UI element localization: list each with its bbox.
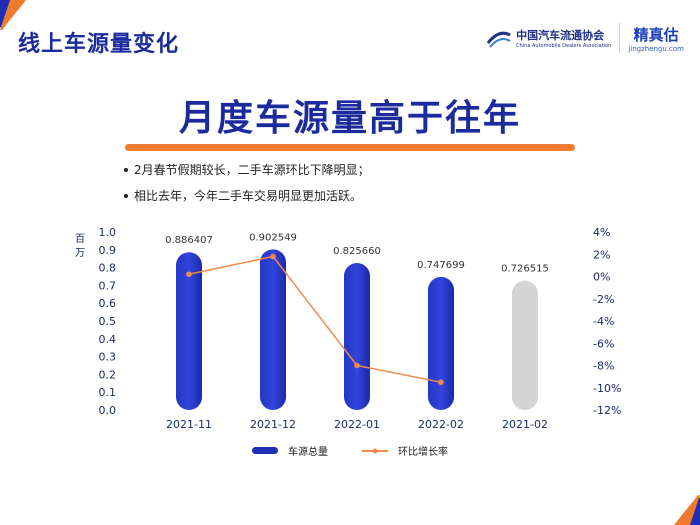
bullet-list: 2月春节假期较长，二手车源环比下降明显； 相比去年，今年二手车交易明显更加活跃。 (124, 161, 370, 213)
title-underline (125, 144, 575, 151)
x-axis-tick: 2022-01 (334, 418, 380, 431)
jzg-logo-url: jingzhengu.com (628, 44, 684, 53)
bullet-dot-icon (124, 167, 128, 172)
bar (176, 252, 202, 410)
jzg-logo: 精真估 jingzhengu.com (628, 24, 684, 53)
bar (260, 249, 286, 410)
left-axis-tick: 0.3 (99, 351, 117, 364)
left-axis-tick: 0.7 (99, 279, 117, 292)
x-axis-tick: 2021-12 (250, 418, 296, 431)
section-title: 线上车源量变化 (18, 32, 180, 57)
cada-logo-name: 中国汽车流通协会 (516, 29, 605, 42)
growth-rate-point (354, 362, 360, 369)
left-axis-tick: 0.6 (99, 297, 117, 310)
bar-value-label: 0.747699 (417, 260, 465, 271)
left-axis-tick: 0.9 (99, 244, 117, 257)
logo-group: 中国汽车流通协会 China Automobile Dealers Associ… (486, 18, 684, 58)
left-axis-tick: 0.5 (99, 315, 117, 328)
cada-emblem-icon (486, 31, 511, 48)
right-axis-tick: -12% (593, 404, 621, 417)
bar-value-label: 0.825660 (333, 246, 381, 257)
right-axis-tick: 0% (593, 271, 610, 284)
right-axis-tick: 2% (593, 248, 610, 261)
x-axis-tick: 2021-11 (166, 418, 212, 431)
bar (512, 280, 538, 410)
jzg-logo-name: 精真估 (633, 25, 679, 44)
chart-legend: 车源总量 环比增长率 (0, 443, 700, 458)
legend-line-swatch (362, 448, 388, 453)
left-axis-tick: 1.0 (99, 226, 117, 239)
right-axis-tick: -4% (593, 315, 614, 328)
left-axis-tick: 0.8 (99, 262, 117, 275)
right-axis-tick: -2% (593, 293, 614, 306)
bullet-text: 2月春节假期较长，二手车源环比下降明显； (134, 163, 370, 177)
x-axis-tick: 2021-02 (502, 418, 548, 431)
bullet-item: 相比去年，今年二手车交易明显更加活跃。 (124, 187, 370, 204)
left-axis-tick: 0.2 (99, 368, 117, 381)
bullet-dot-icon (124, 193, 128, 198)
legend-item-bars: 车源总量 (252, 443, 328, 458)
corner-decoration (674, 495, 700, 525)
bar-value-label: 0.886407 (165, 235, 213, 246)
growth-rate-point (270, 253, 276, 260)
right-axis-tick: 4% (593, 226, 610, 239)
corner-decoration (0, 0, 26, 30)
bullet-text: 相比去年，今年二手车交易明显更加活跃。 (134, 189, 363, 203)
growth-rate-point (186, 271, 192, 278)
logo-divider (619, 23, 621, 53)
growth-rate-point (438, 379, 444, 385)
legend-label: 车源总量 (288, 447, 328, 458)
legend-bar-swatch (252, 447, 278, 454)
right-axis-tick: -10% (593, 382, 621, 395)
cada-logo-english: China Automobile Dealers Association (516, 43, 612, 49)
bullet-item: 2月春节假期较长，二手车源环比下降明显； (124, 161, 370, 178)
cada-logo: 中国汽车流通协会 China Automobile Dealers Associ… (486, 25, 611, 51)
left-axis-tick: 0.1 (99, 386, 117, 399)
left-axis-tick: 0.4 (99, 333, 117, 346)
main-title: 月度车源量高于往年 (178, 98, 521, 139)
right-axis-tick: -8% (593, 360, 614, 373)
left-axis-tick: 0.0 (99, 404, 117, 417)
x-axis-tick: 2022-02 (418, 418, 464, 431)
bar (428, 276, 454, 410)
left-axis-unit: 百万 (75, 234, 85, 259)
growth-rate-line (188, 255, 442, 383)
legend-label: 环比增长率 (398, 447, 448, 458)
right-axis-tick: -6% (593, 337, 614, 350)
legend-item-line: 环比增长率 (362, 443, 448, 458)
bar-value-label: 0.902549 (249, 232, 297, 243)
bar-value-label: 0.726515 (501, 264, 549, 275)
bar (344, 263, 370, 410)
